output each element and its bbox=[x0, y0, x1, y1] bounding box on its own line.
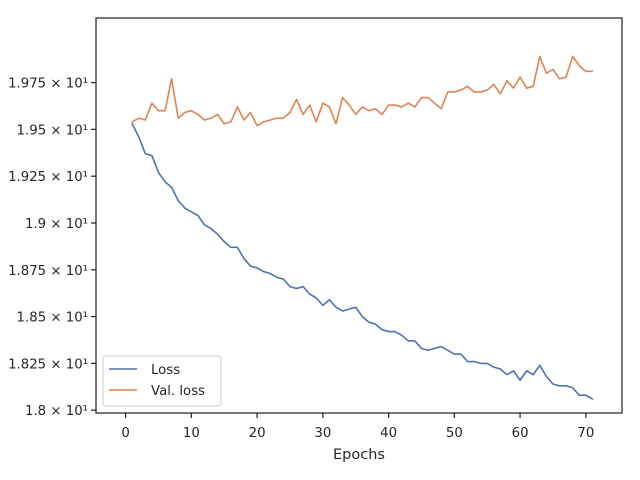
y-tick-label: 1.9 × 10¹ bbox=[25, 217, 88, 232]
x-tick-label: 20 bbox=[249, 426, 266, 441]
y-tick-label: 1.875 × 10¹ bbox=[8, 264, 88, 279]
x-axis: 0 10 20 30 40 50 60 70 bbox=[121, 413, 594, 441]
x-tick-label: 50 bbox=[446, 426, 463, 441]
x-tick-label: 30 bbox=[314, 426, 331, 441]
x-axis-title: Epochs bbox=[333, 447, 385, 463]
x-tick-label: 60 bbox=[512, 426, 529, 441]
legend-label: Loss bbox=[151, 363, 180, 378]
legend: Loss Val. loss bbox=[102, 355, 222, 407]
axes-frame bbox=[95, 17, 623, 414]
series-layer bbox=[131, 55, 594, 400]
y-tick-label: 1.8 × 10¹ bbox=[25, 404, 88, 419]
x-tick-label: 40 bbox=[380, 426, 397, 441]
y-tick-label: 1.925 × 10¹ bbox=[8, 170, 88, 185]
y-axis: 1.8 × 10¹ 1.825 × 10¹ 1.85 × 10¹ 1.875 × 10… bbox=[8, 77, 96, 419]
series-line-loss bbox=[131, 122, 594, 400]
y-tick-label: 1.975 × 10¹ bbox=[8, 77, 88, 92]
y-tick-label: 1.95 × 10¹ bbox=[17, 123, 88, 138]
y-tick-label: 1.825 × 10¹ bbox=[8, 357, 88, 372]
legend-label: Val. loss bbox=[151, 384, 205, 399]
x-tick-label: 10 bbox=[183, 426, 200, 441]
series-line-val-loss bbox=[131, 55, 594, 127]
x-tick-label: 70 bbox=[577, 426, 594, 441]
x-tick-label: 0 bbox=[121, 426, 129, 441]
y-tick-label: 1.85 × 10¹ bbox=[17, 311, 88, 326]
